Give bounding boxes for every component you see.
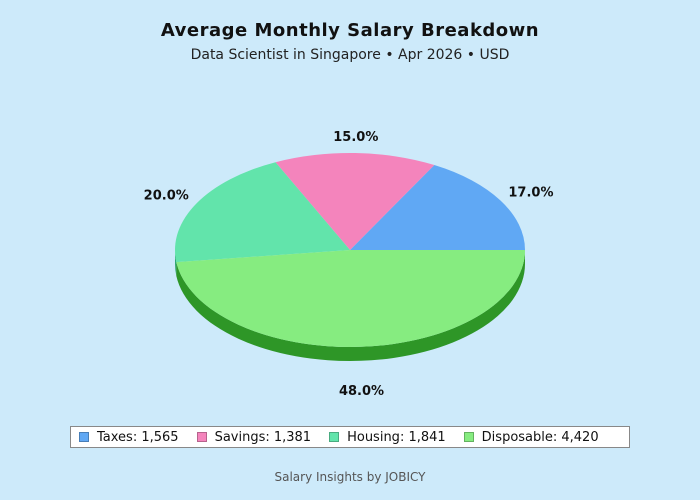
footer-credit: Salary Insights by JOBICY: [274, 470, 426, 484]
pie-side-walls: [175, 250, 525, 362]
legend-label-housing: Housing: 1,841: [347, 429, 446, 445]
legend-label-taxes: Taxes: 1,565: [97, 429, 179, 445]
legend-item-taxes[interactable]: Taxes: 1,565: [79, 430, 179, 445]
legend-swatch-savings: [196, 432, 207, 442]
slice-disposable[interactable]: [176, 250, 525, 347]
slice-side-housing: [175, 250, 177, 277]
legend-item-savings[interactable]: Savings: 1,381: [196, 429, 312, 445]
slice-taxes[interactable]: [350, 165, 525, 250]
legend-item-disposable[interactable]: Disposable: 4,420: [463, 429, 599, 445]
slice-label-disposable: 48.0%: [339, 384, 384, 399]
chart-subtitle: Data Scientist in Singapore • Apr 2026 •…: [190, 47, 510, 63]
slice-label-taxes: 17.0%: [508, 185, 553, 200]
slice-housing[interactable]: [174, 162, 350, 263]
legend-swatch-disposable: [463, 432, 474, 442]
slice-label-savings: 15.0%: [333, 130, 378, 145]
slice-label-housing: 20.0%: [144, 189, 189, 204]
legend-swatch-taxes: [79, 432, 89, 442]
legend-label-disposable: Disposable: 4,420: [481, 429, 599, 445]
legend-item-housing[interactable]: Housing: 1,841: [329, 430, 446, 445]
chart-legend: Taxes: 1,565 Savings: 1,381 Housing: 1,8…: [70, 426, 630, 448]
chart-title: Average Monthly Salary Breakdown: [160, 20, 540, 41]
legend-swatch-housing: [329, 432, 340, 442]
slice-savings[interactable]: [275, 152, 435, 250]
legend-label-savings: Savings: 1,381: [214, 429, 312, 445]
